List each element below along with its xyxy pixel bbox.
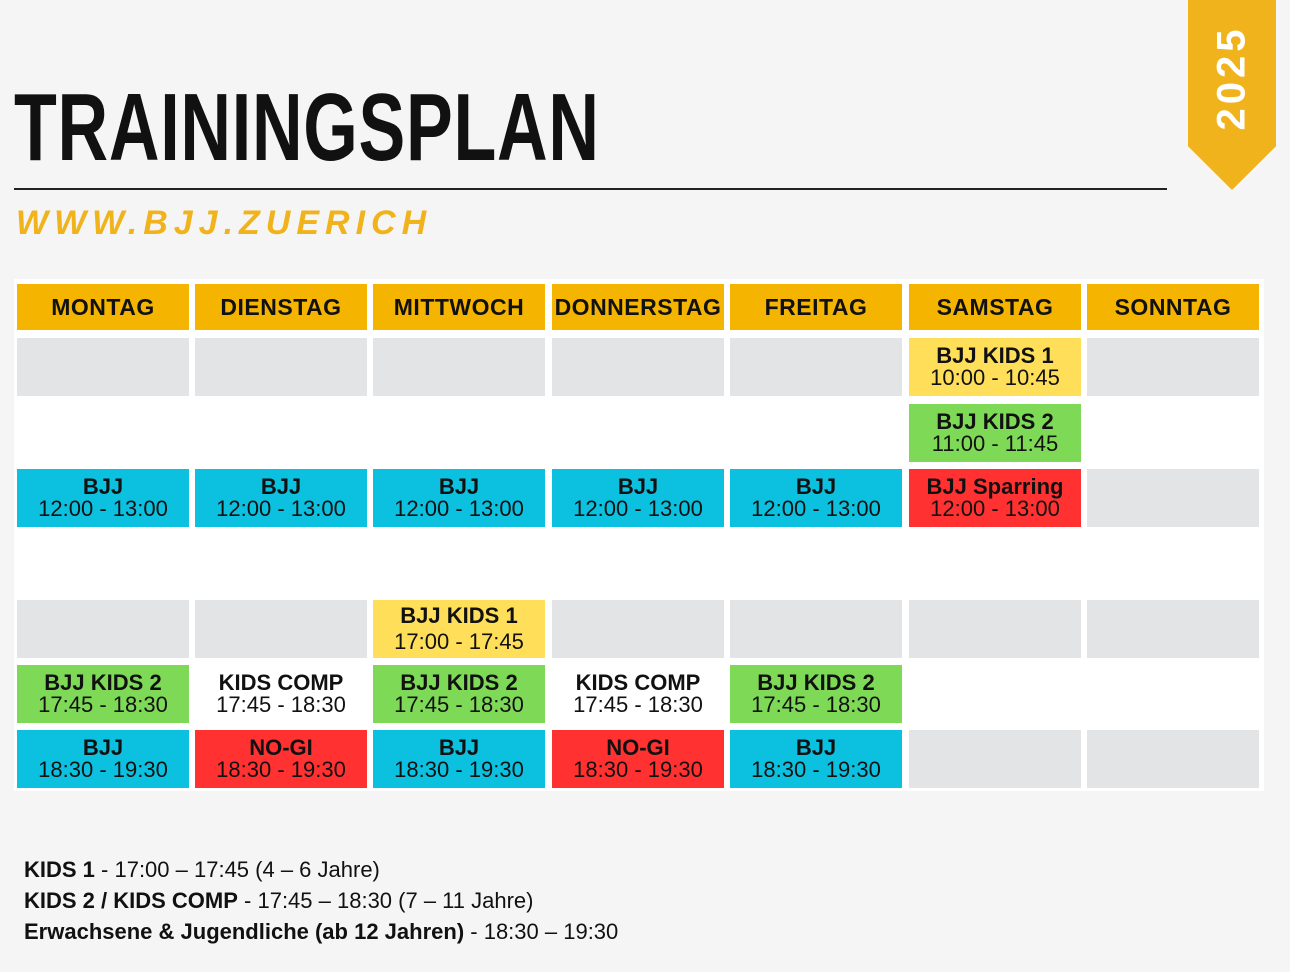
class-title: BJJ KIDS 2 bbox=[936, 409, 1054, 434]
class-slot-fri-noon: BJJ 12:00 - 13:00 bbox=[730, 469, 902, 527]
class-slot-mon-noon: BJJ 12:00 - 13:00 bbox=[17, 469, 189, 527]
class-title: BJJ KIDS 2 bbox=[400, 670, 518, 695]
day-header-sonntag: SONNTAG bbox=[1087, 284, 1259, 330]
legend-label: Erwachsene & Jugendliche (ab 12 Jahren) bbox=[24, 919, 465, 944]
class-time: 12:00 - 13:00 bbox=[573, 496, 703, 521]
class-slot-wed-kids1: BJJ KIDS 1 17:00 - 17:45 bbox=[373, 600, 545, 658]
class-title: BJJ KIDS 2 bbox=[44, 670, 162, 695]
year-label: 2025 bbox=[1209, 25, 1254, 131]
year-ribbon: 2025 bbox=[1188, 0, 1276, 190]
class-time: 18:30 - 19:30 bbox=[751, 757, 881, 782]
class-slot-thu-comp: KIDS COMP 17:45 - 18:30 bbox=[552, 665, 724, 723]
legend: KIDS 1 - 17:00 – 17:45 (4 – 6 Jahre) KID… bbox=[24, 854, 618, 947]
class-title: BJJ bbox=[260, 474, 302, 499]
empty-slot bbox=[1087, 730, 1259, 788]
day-header-dienstag: DIENSTAG bbox=[195, 284, 367, 330]
class-slot-fri-eve: BJJ 18:30 - 19:30 bbox=[730, 730, 902, 788]
class-time: 11:00 - 11:45 bbox=[931, 431, 1059, 456]
empty-slot bbox=[909, 600, 1081, 658]
class-time: 18:30 - 19:30 bbox=[216, 757, 346, 782]
class-title: BJJ bbox=[617, 474, 659, 499]
class-title: BJJ bbox=[438, 474, 480, 499]
class-slot-mon-kids2: BJJ KIDS 2 17:45 - 18:30 bbox=[17, 665, 189, 723]
class-time: 17:45 - 18:30 bbox=[751, 692, 881, 717]
class-time: 12:00 - 13:00 bbox=[930, 496, 1060, 521]
class-slot-fri-kids2: BJJ KIDS 2 17:45 - 18:30 bbox=[730, 665, 902, 723]
empty-slot bbox=[17, 600, 189, 658]
empty-slot bbox=[730, 600, 902, 658]
class-title: KIDS COMP bbox=[575, 670, 701, 695]
empty-slot bbox=[552, 338, 724, 396]
legend-detail: - 18:30 – 19:30 bbox=[464, 919, 619, 944]
class-time: 17:45 - 18:30 bbox=[216, 692, 346, 717]
class-title: BJJ bbox=[438, 735, 480, 760]
class-slot-sat-kids2: BJJ KIDS 2 11:00 - 11:45 bbox=[909, 404, 1081, 462]
empty-slot bbox=[552, 600, 724, 658]
class-title: BJJ KIDS 2 bbox=[757, 670, 875, 695]
class-title: BJJ Sparring bbox=[926, 474, 1064, 499]
empty-slot bbox=[909, 730, 1081, 788]
legend-item: KIDS 1 - 17:00 – 17:45 (4 – 6 Jahre) bbox=[24, 854, 618, 885]
empty-slot bbox=[1087, 600, 1259, 658]
day-header-donnerstag: DONNERSTAG bbox=[552, 284, 724, 330]
class-time: 18:30 - 19:30 bbox=[38, 757, 168, 782]
class-slot-wed-eve: BJJ 18:30 - 19:30 bbox=[373, 730, 545, 788]
day-header-mittwoch: MITTWOCH bbox=[373, 284, 545, 330]
class-slot-sat-sparring: BJJ Sparring 12:00 - 13:00 bbox=[909, 469, 1081, 527]
class-time: 12:00 - 13:00 bbox=[216, 496, 346, 521]
class-title: BJJ bbox=[795, 474, 837, 499]
day-header-freitag: FREITAG bbox=[730, 284, 902, 330]
class-slot-thu-noon: BJJ 12:00 - 13:00 bbox=[552, 469, 724, 527]
class-time: 17:45 - 18:30 bbox=[573, 692, 703, 717]
class-title: NO-GI bbox=[606, 735, 670, 760]
page-title: TRAININGSPLAN bbox=[14, 74, 600, 181]
class-time: 12:00 - 13:00 bbox=[751, 496, 881, 521]
legend-label: KIDS 2 / KIDS COMP bbox=[24, 888, 238, 913]
class-title: BJJ KIDS 1 bbox=[936, 343, 1054, 368]
class-time: 12:00 - 13:00 bbox=[38, 496, 168, 521]
day-header-montag: MONTAG bbox=[17, 284, 189, 330]
class-slot-tue-nogi: NO-GI 18:30 - 19:30 bbox=[195, 730, 367, 788]
class-time: 18:30 - 19:30 bbox=[394, 757, 524, 782]
class-time: 17:45 - 18:30 bbox=[38, 692, 168, 717]
class-slot-tue-comp: KIDS COMP 17:45 - 18:30 bbox=[195, 665, 367, 723]
empty-slot bbox=[1087, 338, 1259, 396]
class-time: 10:00 - 10:45 bbox=[930, 365, 1060, 390]
class-slot-thu-nogi: NO-GI 18:30 - 19:30 bbox=[552, 730, 724, 788]
class-time: 17:45 - 18:30 bbox=[394, 692, 524, 717]
class-time: 12:00 - 13:00 bbox=[394, 496, 524, 521]
title-divider bbox=[14, 188, 1167, 190]
empty-slot bbox=[17, 338, 189, 396]
class-title: KIDS COMP bbox=[218, 670, 344, 695]
class-slot-wed-kids2: BJJ KIDS 2 17:45 - 18:30 bbox=[373, 665, 545, 723]
class-time: 17:00 - 17:45 bbox=[394, 629, 524, 654]
class-title: NO-GI bbox=[249, 735, 313, 760]
class-title: BJJ bbox=[82, 474, 124, 499]
legend-item: KIDS 2 / KIDS COMP - 17:45 – 18:30 (7 – … bbox=[24, 885, 618, 916]
class-slot-mon-eve: BJJ 18:30 - 19:30 bbox=[17, 730, 189, 788]
empty-slot bbox=[730, 338, 902, 396]
legend-item: Erwachsene & Jugendliche (ab 12 Jahren) … bbox=[24, 916, 618, 947]
legend-detail: - 17:00 – 17:45 (4 – 6 Jahre) bbox=[94, 857, 380, 882]
class-title: BJJ KIDS 1 bbox=[400, 603, 518, 628]
empty-slot bbox=[1087, 469, 1259, 527]
class-title: BJJ bbox=[795, 735, 837, 760]
legend-detail: - 17:45 – 18:30 (7 – 11 Jahre) bbox=[237, 888, 534, 913]
class-title: BJJ bbox=[82, 735, 124, 760]
empty-slot bbox=[195, 600, 367, 658]
class-slot-sat-kids1: BJJ KIDS 1 10:00 - 10:45 bbox=[909, 338, 1081, 396]
legend-label: KIDS 1 bbox=[24, 857, 95, 882]
class-slot-wed-noon: BJJ 12:00 - 13:00 bbox=[373, 469, 545, 527]
website-link[interactable]: WWW.BJJ.ZUERICH bbox=[16, 204, 433, 242]
empty-slot bbox=[195, 338, 367, 396]
empty-slot bbox=[373, 338, 545, 396]
class-slot-tue-noon: BJJ 12:00 - 13:00 bbox=[195, 469, 367, 527]
day-header-samstag: SAMSTAG bbox=[909, 284, 1081, 330]
class-time: 18:30 - 19:30 bbox=[573, 757, 703, 782]
